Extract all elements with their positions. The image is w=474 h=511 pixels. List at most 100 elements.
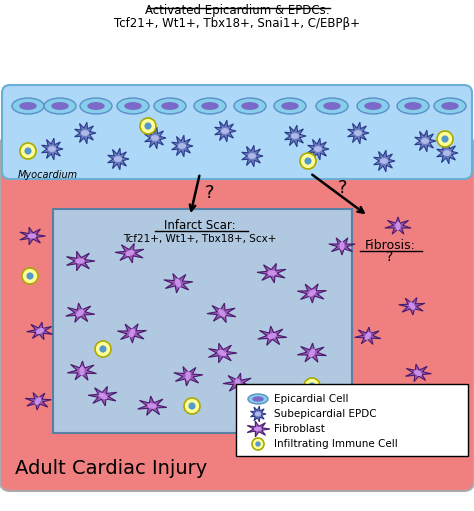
Polygon shape [115, 243, 144, 263]
Circle shape [424, 393, 440, 409]
Circle shape [437, 131, 453, 147]
FancyBboxPatch shape [0, 136, 474, 491]
Polygon shape [257, 264, 286, 283]
Polygon shape [207, 303, 236, 322]
Ellipse shape [336, 443, 340, 449]
Ellipse shape [422, 139, 428, 143]
Ellipse shape [268, 271, 276, 275]
Ellipse shape [442, 103, 458, 109]
Circle shape [300, 153, 316, 169]
Polygon shape [242, 145, 263, 167]
Ellipse shape [100, 393, 107, 399]
Circle shape [252, 438, 264, 450]
Ellipse shape [82, 131, 88, 135]
Polygon shape [20, 227, 46, 245]
FancyBboxPatch shape [236, 384, 468, 456]
Circle shape [428, 398, 436, 405]
Polygon shape [88, 386, 117, 406]
Ellipse shape [117, 98, 149, 114]
Polygon shape [145, 127, 166, 149]
Polygon shape [138, 396, 167, 415]
Text: Subepicardial EPDC: Subepicardial EPDC [274, 409, 377, 419]
Polygon shape [308, 138, 329, 160]
Circle shape [184, 398, 200, 414]
Polygon shape [172, 135, 193, 157]
Ellipse shape [275, 403, 281, 409]
Polygon shape [419, 417, 444, 435]
Circle shape [95, 341, 111, 357]
Ellipse shape [415, 370, 421, 376]
Ellipse shape [148, 404, 156, 408]
Ellipse shape [410, 303, 414, 309]
Ellipse shape [115, 157, 121, 161]
Ellipse shape [77, 310, 83, 316]
Ellipse shape [381, 159, 387, 163]
Circle shape [24, 147, 32, 155]
Polygon shape [374, 150, 395, 172]
Circle shape [441, 135, 448, 143]
Ellipse shape [397, 98, 429, 114]
Ellipse shape [249, 154, 255, 158]
Ellipse shape [152, 136, 158, 140]
Ellipse shape [253, 397, 263, 401]
FancyBboxPatch shape [2, 85, 472, 179]
Ellipse shape [324, 103, 340, 109]
Ellipse shape [396, 222, 400, 229]
Ellipse shape [129, 329, 135, 337]
Polygon shape [209, 343, 237, 363]
Ellipse shape [428, 424, 436, 428]
Ellipse shape [125, 103, 141, 109]
Polygon shape [329, 238, 355, 255]
Ellipse shape [202, 103, 218, 109]
Polygon shape [164, 273, 193, 293]
Ellipse shape [186, 372, 190, 380]
Ellipse shape [194, 98, 226, 114]
Ellipse shape [268, 334, 276, 338]
Polygon shape [325, 437, 351, 454]
Circle shape [100, 345, 107, 353]
Ellipse shape [236, 379, 240, 387]
Ellipse shape [219, 310, 225, 316]
Polygon shape [174, 366, 203, 386]
Polygon shape [405, 364, 431, 382]
Polygon shape [25, 392, 51, 410]
Ellipse shape [255, 427, 261, 431]
Text: Activated Epicardium & EPDCs:: Activated Epicardium & EPDCs: [145, 4, 329, 17]
Polygon shape [297, 284, 327, 303]
Ellipse shape [162, 103, 178, 109]
Circle shape [27, 272, 34, 280]
FancyBboxPatch shape [53, 209, 352, 433]
Polygon shape [415, 130, 436, 152]
Text: Tcf21+, Wt1+, Tbx18+, Scx+: Tcf21+, Wt1+, Tbx18+, Scx+ [123, 234, 277, 244]
Polygon shape [250, 406, 266, 422]
Circle shape [255, 442, 261, 447]
Polygon shape [258, 326, 287, 345]
Polygon shape [264, 396, 293, 416]
Ellipse shape [274, 98, 306, 114]
Circle shape [309, 382, 316, 389]
Text: ?: ? [338, 179, 347, 197]
Ellipse shape [20, 103, 36, 109]
Ellipse shape [176, 279, 180, 287]
Circle shape [188, 402, 196, 410]
Ellipse shape [49, 147, 55, 151]
Polygon shape [108, 148, 129, 170]
Ellipse shape [36, 398, 40, 404]
Text: Fibrosis:: Fibrosis: [365, 239, 415, 252]
Polygon shape [27, 322, 53, 340]
Text: Adult Cardiac Injury: Adult Cardiac Injury [15, 458, 207, 477]
Ellipse shape [80, 367, 84, 375]
Polygon shape [223, 373, 252, 392]
Polygon shape [67, 361, 97, 380]
Text: Fibroblast: Fibroblast [274, 424, 325, 434]
Ellipse shape [219, 351, 226, 356]
Ellipse shape [234, 98, 266, 114]
Polygon shape [355, 327, 381, 344]
Ellipse shape [255, 412, 260, 415]
Polygon shape [247, 421, 270, 437]
Polygon shape [117, 324, 146, 343]
Ellipse shape [434, 98, 466, 114]
Ellipse shape [12, 98, 44, 114]
Polygon shape [437, 142, 458, 164]
Polygon shape [285, 125, 306, 147]
